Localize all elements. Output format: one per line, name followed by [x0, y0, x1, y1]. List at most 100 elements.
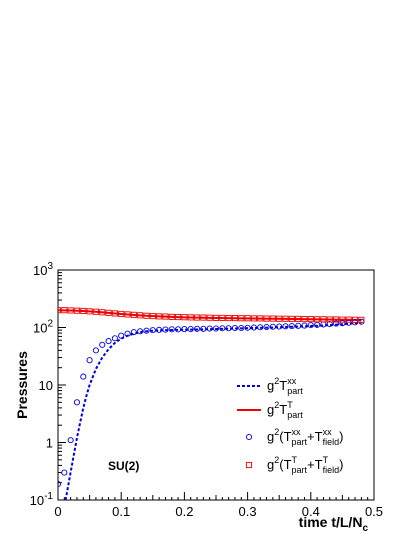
data-point	[250, 315, 257, 322]
legend-label: g2(Txx part+Txx field)	[267, 427, 343, 447]
legend-middle: +T	[307, 457, 323, 472]
series-3	[58, 318, 365, 488]
data-point	[156, 326, 163, 333]
legend-g: g	[267, 378, 274, 393]
data-point	[181, 325, 188, 333]
data-point	[238, 315, 245, 322]
data-point	[345, 316, 352, 323]
data-point	[301, 322, 308, 329]
data-point	[58, 480, 62, 488]
data-point	[124, 311, 131, 318]
legend-superscript: T	[292, 455, 298, 465]
y-tick-base: 10	[30, 493, 44, 508]
data-point	[282, 323, 289, 330]
data-point	[111, 335, 118, 342]
data-point	[263, 323, 270, 331]
data-point	[238, 324, 245, 332]
x-axis-title-sub: c	[362, 523, 368, 534]
legend-g-exponent: 2	[274, 455, 279, 465]
data-point	[105, 338, 112, 345]
data-point	[219, 314, 226, 321]
legend-entry-3: g2(Txx part+Txx field)	[245, 427, 343, 447]
y-tick-label: 102	[33, 319, 53, 336]
y-tick-exponent: -1	[44, 491, 53, 502]
x-tick-label: 0.2	[175, 504, 193, 519]
data-point	[86, 308, 93, 315]
data-point	[250, 324, 257, 331]
legend-suffix: )	[339, 429, 343, 444]
legend-subscript: part	[292, 465, 308, 475]
data-point	[276, 315, 283, 322]
x-tick-label: 0.4	[302, 504, 320, 519]
data-point	[193, 325, 201, 332]
y-tick-exponent: 3	[47, 261, 53, 272]
data-point	[181, 314, 188, 321]
data-point	[351, 316, 359, 323]
data-point	[118, 332, 125, 339]
legend-middle: +T	[307, 429, 323, 444]
data-point	[333, 320, 340, 327]
y-tick-base: 1	[46, 436, 53, 451]
data-point	[118, 310, 125, 318]
y-tick-exponent: 2	[47, 319, 53, 330]
legend-g-exponent: 2	[274, 427, 279, 437]
data-point	[143, 327, 150, 334]
y-tick-base: 10	[39, 378, 53, 393]
data-point	[105, 309, 112, 316]
data-point	[92, 347, 99, 354]
data-point	[99, 341, 106, 348]
legend-subscript: part	[292, 437, 308, 447]
data-point	[149, 313, 156, 320]
legend-label: g2Txx part	[267, 376, 303, 396]
legend-subscript: part	[287, 410, 303, 420]
data-point	[80, 373, 87, 380]
data-point	[111, 310, 118, 317]
data-point	[149, 327, 156, 334]
data-point	[219, 325, 226, 332]
legend-g-exponent: 2	[274, 376, 279, 386]
legend-superscript-2: xx	[323, 427, 333, 437]
data-point	[333, 316, 340, 323]
x-axis-title-main: time t/L/N	[299, 514, 363, 530]
series-1	[64, 321, 362, 500]
data-point	[288, 322, 295, 330]
series-1-line	[64, 321, 362, 500]
data-point	[99, 309, 106, 316]
data-point	[58, 307, 62, 314]
legend-swatch	[245, 461, 253, 469]
y-tick-label: 1	[46, 436, 53, 451]
data-point	[168, 313, 175, 320]
data-point	[187, 325, 194, 333]
data-point	[137, 328, 144, 335]
data-point	[193, 314, 201, 321]
data-point	[73, 307, 81, 314]
data-point	[124, 330, 131, 337]
legend-superscript: T	[287, 400, 293, 410]
x-tick-label: 0	[54, 504, 61, 519]
data-point	[320, 316, 327, 323]
legend-entry-4: g2(TT part+TT field)	[245, 455, 343, 475]
data-point	[339, 316, 346, 323]
data-point	[326, 320, 333, 328]
legend-superscript: xx	[292, 427, 302, 437]
data-point	[130, 311, 137, 318]
axis-ticks	[57, 269, 375, 501]
legend-suffix: )	[339, 457, 343, 472]
y-tick-label: 103	[33, 261, 53, 278]
data-point	[143, 312, 150, 319]
data-point	[67, 437, 74, 444]
data-point	[339, 320, 346, 327]
annotation-label: SU(2)	[108, 459, 139, 473]
y-tick-label: 10	[39, 378, 53, 393]
y-axis-title: Pressures	[14, 351, 30, 419]
data-point	[187, 314, 194, 321]
data-point	[61, 307, 68, 314]
legend-prefix: T	[279, 378, 287, 393]
legend-entry-1: g2Txx part	[237, 376, 303, 396]
data-point	[86, 357, 93, 364]
legend-subscript-2: field	[323, 465, 340, 475]
legend-prefix: T	[279, 402, 287, 417]
